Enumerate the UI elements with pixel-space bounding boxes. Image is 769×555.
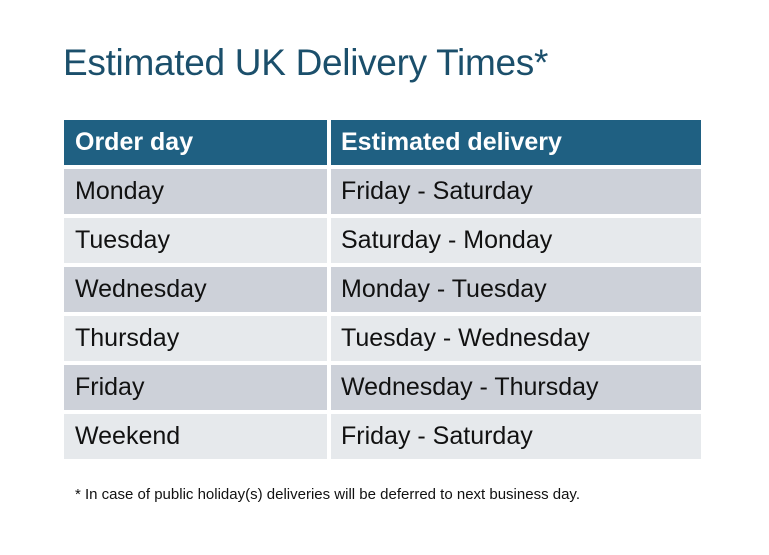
table-row: Wednesday Monday - Tuesday [64,267,701,312]
delivery-cell: Friday - Saturday [331,414,701,459]
header-order-day: Order day [64,120,327,165]
header-estimated-delivery: Estimated delivery [331,120,701,165]
order-day-cell: Thursday [64,316,327,361]
table-header-row: Order day Estimated delivery [64,120,701,165]
order-day-cell: Tuesday [64,218,327,263]
table-row: Weekend Friday - Saturday [64,414,701,459]
delivery-table: Order day Estimated delivery Monday Frid… [64,120,701,463]
order-day-cell: Friday [64,365,327,410]
page-title: Estimated UK Delivery Times* [63,42,549,83]
table-row: Friday Wednesday - Thursday [64,365,701,410]
delivery-cell: Saturday - Monday [331,218,701,263]
table-row: Monday Friday - Saturday [64,169,701,214]
delivery-cell: Tuesday - Wednesday [331,316,701,361]
delivery-cell: Friday - Saturday [331,169,701,214]
order-day-cell: Wednesday [64,267,327,312]
delivery-cell: Monday - Tuesday [331,267,701,312]
table-row: Thursday Tuesday - Wednesday [64,316,701,361]
footnote: * In case of public holiday(s) deliverie… [75,486,580,503]
table-row: Tuesday Saturday - Monday [64,218,701,263]
order-day-cell: Monday [64,169,327,214]
delivery-cell: Wednesday - Thursday [331,365,701,410]
order-day-cell: Weekend [64,414,327,459]
